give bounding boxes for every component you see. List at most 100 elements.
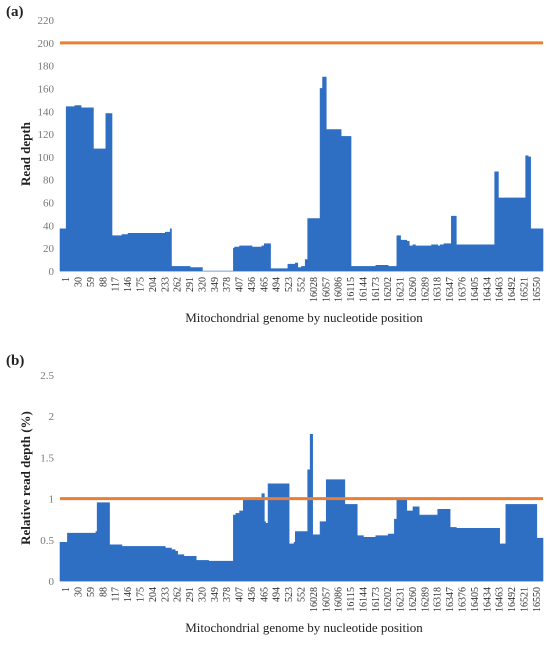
x-tick-label: 16318 [433,277,444,302]
y-tick-label: 2 [49,411,55,423]
x-tick-label: 16202 [383,587,394,612]
x-tick-label: 175 [136,587,147,602]
x-tick-label: 16289 [420,587,431,612]
x-tick-label: 16492 [507,277,518,302]
x-tick-label: 30 [74,587,85,597]
x-tick-label: 117 [111,587,122,602]
x-tick-label: 16057 [321,277,332,302]
x-tick-label: 349 [210,277,221,292]
panel-a-area [59,76,544,272]
x-tick-label: 436 [247,277,258,292]
y-tick-label: 160 [38,83,55,95]
x-tick-label: 465 [259,587,270,602]
panel-b-letter: (b) [6,353,24,369]
x-tick-label: 204 [148,277,159,292]
x-tick-label: 1 [61,587,72,592]
x-tick-label: 1 [61,277,72,282]
y-tick-label: 0 [49,576,55,588]
x-tick-label: 16405 [470,277,481,302]
y-tick-label: 60 [43,198,55,210]
x-tick-label: 16173 [371,277,382,302]
x-tick-label: 16115 [346,587,357,612]
x-tick-label: 262 [173,587,184,602]
panel-b-x-label: Mitochondrial genome by nucleotide posit… [185,620,423,635]
x-tick-label: 16347 [445,277,456,302]
x-tick-label: 436 [247,587,258,602]
y-tick-label: 20 [43,243,55,255]
x-tick-label: 16028 [309,277,320,302]
x-tick-label: 16231 [396,277,407,302]
x-tick-label: 16521 [519,587,530,612]
x-tick-label: 16463 [495,587,506,612]
x-tick-label: 175 [136,277,147,292]
y-tick-label: 220 [38,15,55,27]
x-tick-label: 204 [148,587,159,602]
x-tick-label: 16289 [420,277,431,302]
y-tick-label: 180 [38,61,55,73]
x-tick-label: 16057 [321,587,332,612]
x-tick-label: 378 [222,277,233,292]
x-tick-label: 16492 [507,587,518,612]
x-tick-label: 16144 [358,277,369,302]
x-tick-label: 16173 [371,587,382,612]
x-tick-label: 523 [284,587,295,602]
x-tick-label: 16086 [334,277,345,302]
x-tick-label: 117 [111,277,122,292]
y-tick-label: 100 [38,152,55,164]
x-tick-label: 320 [197,277,208,292]
x-tick-label: 407 [235,277,246,292]
x-tick-label: 16376 [458,277,469,302]
x-tick-label: 262 [173,277,184,292]
x-tick-label: 59 [86,277,97,287]
panel-b-chart: (b) 00.511.522.5 1 30 59 88 117 146 175 204 233 2… [6,353,544,635]
y-tick-label: 140 [38,106,55,118]
x-tick-label: 16434 [482,587,493,612]
x-tick-label: 291 [185,587,196,602]
x-tick-label: 16202 [383,277,394,302]
x-tick-label: 16376 [458,587,469,612]
x-tick-label: 16144 [358,587,369,612]
x-tick-label: 16434 [482,277,493,302]
x-tick-label: 291 [185,277,196,292]
x-tick-label: 16463 [495,277,506,302]
y-tick-label: 1 [49,494,55,506]
x-tick-label: 146 [123,587,134,602]
panel-a-y-label: Read depth [18,121,33,186]
x-tick-label: 349 [210,587,221,602]
x-tick-label: 552 [297,587,308,602]
x-tick-label: 16115 [346,277,357,302]
x-tick-label: 378 [222,587,233,602]
x-tick-label: 494 [272,587,283,602]
x-tick-label: 552 [297,277,308,292]
x-tick-label: 16318 [433,587,444,612]
y-tick-label: 1.5 [40,452,54,464]
panel-b-area [59,434,544,582]
x-tick-label: 16260 [408,587,419,612]
x-tick-label: 16028 [309,587,320,612]
x-tick-label: 465 [259,277,270,292]
y-tick-label: 120 [38,129,55,141]
panel-b-y-label: Relative read depth (%) [18,411,33,545]
x-tick-label: 88 [98,277,109,287]
panel-a-y-ticks: 0 20 40 60 80 100 120 140 160 180 200 220 [38,15,55,278]
panel-a-chart: (a) 0 20 40 60 80 100 120 140 160 180 200 220 1 30 59… [6,4,544,325]
y-tick-label: 2.5 [40,370,54,382]
y-tick-label: 0.5 [40,535,54,547]
x-tick-label: 16550 [532,277,543,302]
x-tick-label: 494 [272,277,283,292]
x-tick-label: 16086 [334,587,345,612]
x-tick-label: 30 [74,277,85,287]
y-tick-label: 0 [49,266,55,278]
x-tick-label: 320 [197,587,208,602]
x-tick-label: 88 [98,587,109,597]
x-tick-label: 16405 [470,587,481,612]
x-tick-label: 407 [235,587,246,602]
panel-a-letter: (a) [6,4,24,20]
panel-a-x-label: Mitochondrial genome by nucleotide posit… [185,310,423,325]
x-tick-label: 523 [284,277,295,292]
x-tick-label: 16521 [519,277,530,302]
panel-b-x-ticks: 1 30 59 88 117 146 175 204 233 262 291 320 349 378 407… [61,587,543,612]
y-tick-label: 200 [38,38,55,50]
x-tick-label: 233 [160,587,171,602]
